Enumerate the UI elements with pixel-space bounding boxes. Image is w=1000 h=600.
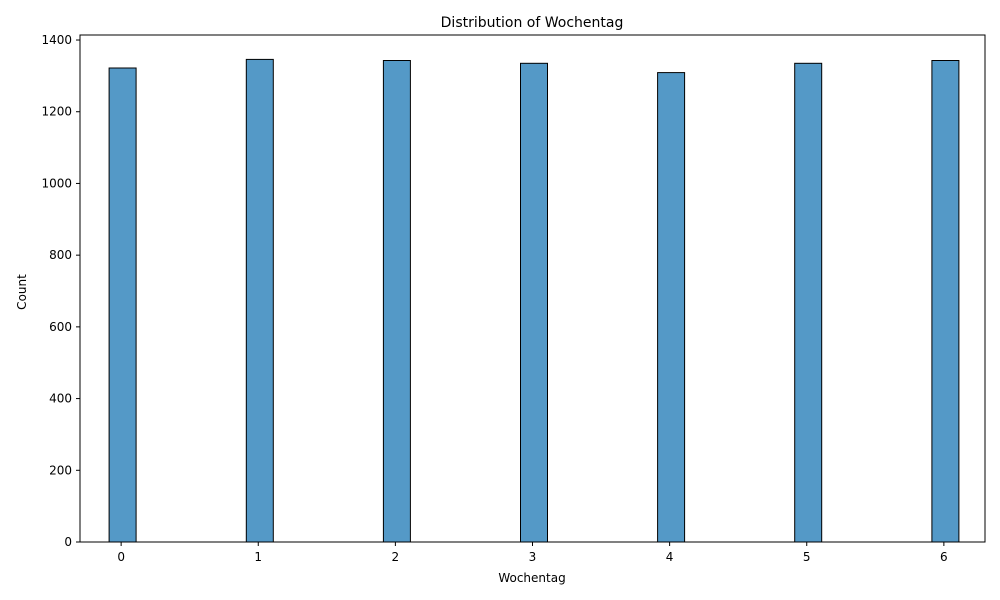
y-tick-label: 1200	[41, 105, 72, 119]
y-tick-label: 200	[49, 463, 72, 477]
x-ticks: 0 1 2 3 4 5 6	[117, 542, 948, 564]
y-ticks: 0 200 400 600 800 1000 1200 1400	[41, 33, 80, 549]
y-tick-label: 400	[49, 392, 72, 406]
y-tick-label: 1400	[41, 33, 72, 47]
bar-2	[382, 60, 411, 543]
x-tick-label: 3	[529, 550, 537, 564]
bar-6	[931, 60, 960, 543]
x-axis-label: Wochentag	[498, 571, 565, 585]
x-tick-label: 6	[940, 550, 948, 564]
bar-4	[657, 72, 686, 543]
bar-1	[245, 58, 274, 543]
bar-3	[520, 62, 548, 543]
x-tick-label: 1	[254, 550, 262, 564]
x-tick-label: 4	[666, 550, 674, 564]
bars-group	[108, 58, 960, 543]
bar-5	[794, 62, 823, 543]
x-tick-label: 2	[392, 550, 400, 564]
x-tick-label: 0	[117, 550, 125, 564]
y-tick-label: 600	[49, 320, 72, 334]
chart-title: Distribution of Wochentag	[441, 15, 624, 31]
y-tick-label: 1000	[41, 176, 72, 190]
x-tick-label: 5	[803, 550, 811, 564]
bar-0	[108, 67, 137, 543]
y-tick-label: 0	[64, 535, 72, 549]
y-axis-label: Count	[15, 274, 29, 310]
y-tick-label: 800	[49, 248, 72, 262]
